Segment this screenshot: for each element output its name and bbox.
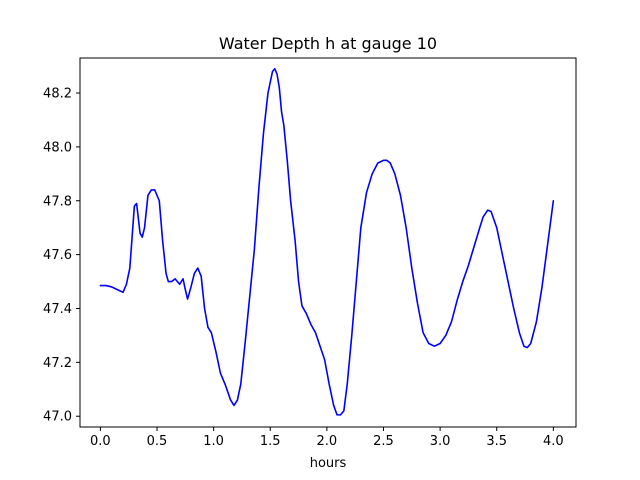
y-tick-label: 47.4	[43, 302, 72, 317]
chart-title: Water Depth h at gauge 10	[219, 34, 437, 53]
axes-frame	[79, 57, 577, 428]
x-tick-label: 4.0	[543, 434, 564, 449]
x-tick-label: 1.5	[260, 434, 281, 449]
y-tick-label: 47.8	[43, 194, 72, 209]
x-tick-label: 0.0	[90, 434, 111, 449]
y-tick-label: 47.6	[43, 248, 72, 263]
y-tick-label: 48.0	[43, 140, 72, 155]
x-tick-label: 2.5	[373, 434, 394, 449]
x-axis-ticks: 0.0 0.5 1.0 1.5 2.0 2.5 3.0 3.5 4.0	[90, 427, 564, 449]
x-tick-label: 3.0	[430, 434, 451, 449]
x-tick-label: 0.5	[147, 434, 168, 449]
y-tick-label: 47.2	[43, 356, 72, 371]
y-tick-label: 47.0	[43, 410, 72, 425]
x-tick-label: 3.5	[486, 434, 507, 449]
series-line	[99, 67, 555, 416]
x-tick-label: 1.0	[203, 434, 224, 449]
y-tick-label: 48.2	[43, 87, 72, 102]
plot-area	[99, 67, 555, 416]
y-axis-ticks: 47.0 47.2 47.4 47.6 47.8 48.0 48.2	[43, 87, 80, 425]
x-axis-label: hours	[310, 456, 347, 471]
x-tick-label: 2.0	[317, 434, 338, 449]
